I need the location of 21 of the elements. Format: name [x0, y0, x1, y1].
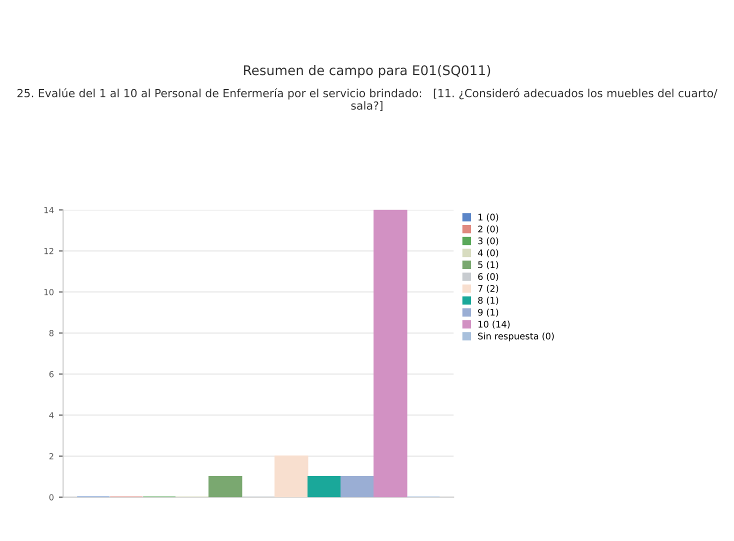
legend-label: Sin respuesta (0)	[478, 332, 554, 342]
y-tick-label: 10	[44, 288, 54, 296]
chart-subtitle: 25. Evalúe del 1 al 10 al Personal de Enfermería por el servicio brindado: [11. ¿Consideró adecuados los muebles del cuarto/ sala?]	[17, 88, 718, 112]
legend-label: 5 (1)	[478, 261, 498, 270]
legend-label: 7 (2)	[478, 284, 498, 293]
y-tick-label: 8	[49, 330, 54, 336]
legend-label: 3 (0)	[478, 237, 498, 246]
y-tick-label: 4	[49, 412, 54, 418]
legend-label: 4 (0)	[478, 249, 498, 258]
legend-label: 10 (14)	[478, 320, 510, 329]
legend-label: 1 (0)	[478, 214, 498, 222]
legend-label: 9 (1)	[478, 308, 498, 317]
legend-label: 6 (0)	[478, 273, 498, 282]
legend-label: 2 (0)	[478, 225, 498, 234]
y-tick-label: 14	[44, 207, 54, 214]
y-tick-label: 12	[44, 248, 54, 254]
y-tick-label: 6	[49, 371, 54, 378]
y-tick-label: 2	[49, 453, 54, 460]
chart-title: Resumen de campo para E01(SQ011)	[244, 65, 490, 78]
y-tick-label: 0	[49, 494, 54, 500]
legend-label: 8 (1)	[478, 296, 498, 305]
